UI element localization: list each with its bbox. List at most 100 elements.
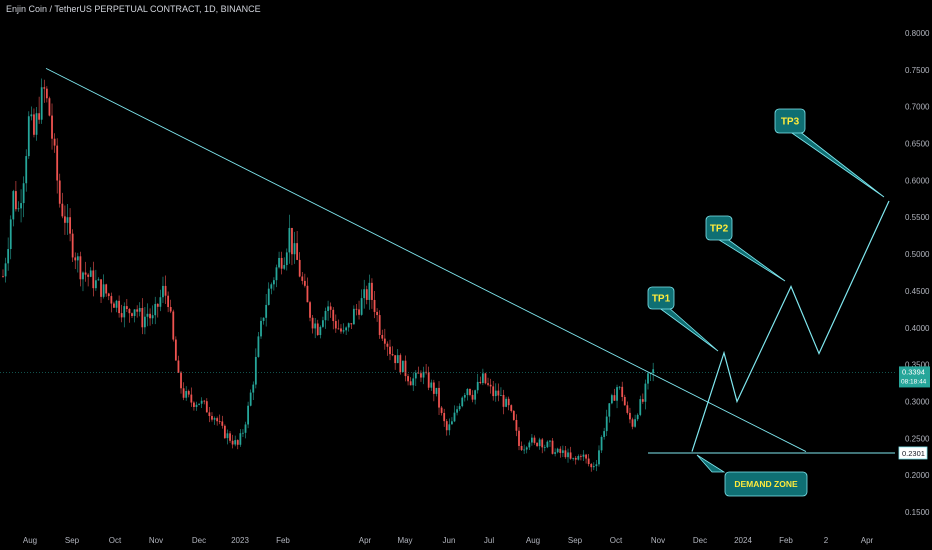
candle-body xyxy=(644,383,647,402)
y-tick-label: 0.8000 xyxy=(905,29,930,38)
candle-body xyxy=(84,272,87,275)
candle-body xyxy=(97,279,100,281)
candle-body xyxy=(412,378,415,386)
candle-body xyxy=(115,300,118,308)
candle-body xyxy=(420,373,422,378)
candle-body xyxy=(580,456,582,457)
candle-body xyxy=(484,373,487,384)
candle-body xyxy=(523,449,526,451)
last-price-text: 0.3394 xyxy=(902,367,925,376)
y-tick-label: 0.4500 xyxy=(905,287,930,296)
tp1-callout: TP1 xyxy=(647,286,719,352)
candle-body xyxy=(169,307,172,312)
candle-body xyxy=(435,387,438,394)
candle-body xyxy=(456,409,458,413)
candle-body xyxy=(528,442,531,448)
candle-body xyxy=(394,355,397,364)
candle-body xyxy=(270,284,273,289)
candle-body xyxy=(144,316,146,328)
candle-body xyxy=(94,280,97,289)
candle-body xyxy=(89,270,92,277)
candle-body xyxy=(502,395,505,407)
candle-body xyxy=(592,466,595,468)
candle-body xyxy=(58,180,61,204)
demand-zone-label: DEMAND ZONE xyxy=(734,479,798,489)
candle-body xyxy=(342,330,345,332)
candle-body xyxy=(267,288,270,305)
candle-body xyxy=(213,418,216,420)
candle-body xyxy=(559,448,562,453)
candle-body xyxy=(332,309,335,322)
candle-body xyxy=(185,391,188,398)
candle-body xyxy=(605,416,608,432)
candle-body xyxy=(430,382,433,388)
x-tick-label: Jun xyxy=(443,536,456,545)
candle-body xyxy=(262,317,265,321)
candle-body xyxy=(120,313,123,318)
candle-body xyxy=(218,421,221,423)
candle-body xyxy=(151,315,154,319)
candle-body xyxy=(159,297,162,307)
candle-body xyxy=(288,227,291,253)
y-tick-label: 0.7000 xyxy=(905,103,930,112)
candle-body xyxy=(76,256,79,261)
candle-body xyxy=(404,360,407,377)
candle-body xyxy=(82,272,84,280)
candle-body xyxy=(285,252,288,266)
candle-body xyxy=(216,418,219,422)
candle-body xyxy=(283,265,286,269)
candle-body xyxy=(461,397,464,407)
candle-body xyxy=(327,306,329,311)
candle-body xyxy=(541,439,544,448)
candle-body xyxy=(229,433,231,441)
candle-body xyxy=(252,384,255,393)
candle-body xyxy=(316,323,319,336)
candle-body xyxy=(303,280,306,286)
candle-body xyxy=(221,421,224,426)
tp3-callout-label: TP3 xyxy=(781,117,800,128)
candle-body xyxy=(273,280,275,285)
candle-body xyxy=(234,440,237,445)
candle-body xyxy=(469,388,471,395)
candle-body xyxy=(162,285,164,298)
candle-body xyxy=(146,313,149,317)
candle-body xyxy=(71,233,74,258)
candle-body xyxy=(536,442,538,447)
x-tick-label: Jul xyxy=(484,536,494,545)
candle-body xyxy=(211,416,213,420)
candle-body xyxy=(363,289,366,299)
x-tick-label: 2024 xyxy=(734,536,752,545)
candle-body xyxy=(561,450,564,453)
candle-body xyxy=(360,298,363,315)
y-tick-label: 0.6000 xyxy=(905,176,930,185)
candle-body xyxy=(200,400,203,404)
candle-body xyxy=(389,346,391,355)
candle-body xyxy=(652,369,655,374)
candle-body xyxy=(466,388,469,396)
tp1-callout-pointer xyxy=(656,306,719,352)
last-price-badge xyxy=(899,366,930,388)
candle-body xyxy=(247,405,249,425)
candle-body xyxy=(208,412,211,417)
candle-body xyxy=(244,424,247,433)
candle-body xyxy=(639,399,642,415)
candle-body xyxy=(471,394,474,400)
candle-body xyxy=(136,309,139,312)
x-tick-label: Sep xyxy=(568,536,583,545)
candle-body xyxy=(110,296,113,304)
candle-body xyxy=(38,113,41,120)
candle-body xyxy=(40,87,43,120)
candle-body xyxy=(61,203,64,217)
candle-body xyxy=(345,327,348,331)
demand-zone-callout: DEMAND ZONE xyxy=(696,454,808,497)
candle-body xyxy=(33,114,35,135)
candle-body xyxy=(399,355,402,373)
x-tick-label: 2 xyxy=(824,536,829,545)
candle-body xyxy=(125,306,128,310)
candle-body xyxy=(174,339,177,361)
candle-body xyxy=(414,372,417,379)
candle-body xyxy=(402,360,404,373)
candle-body xyxy=(598,450,600,465)
drawings-group: TP1 TP2 TP3 DEMAND ZONE xyxy=(45,67,895,497)
